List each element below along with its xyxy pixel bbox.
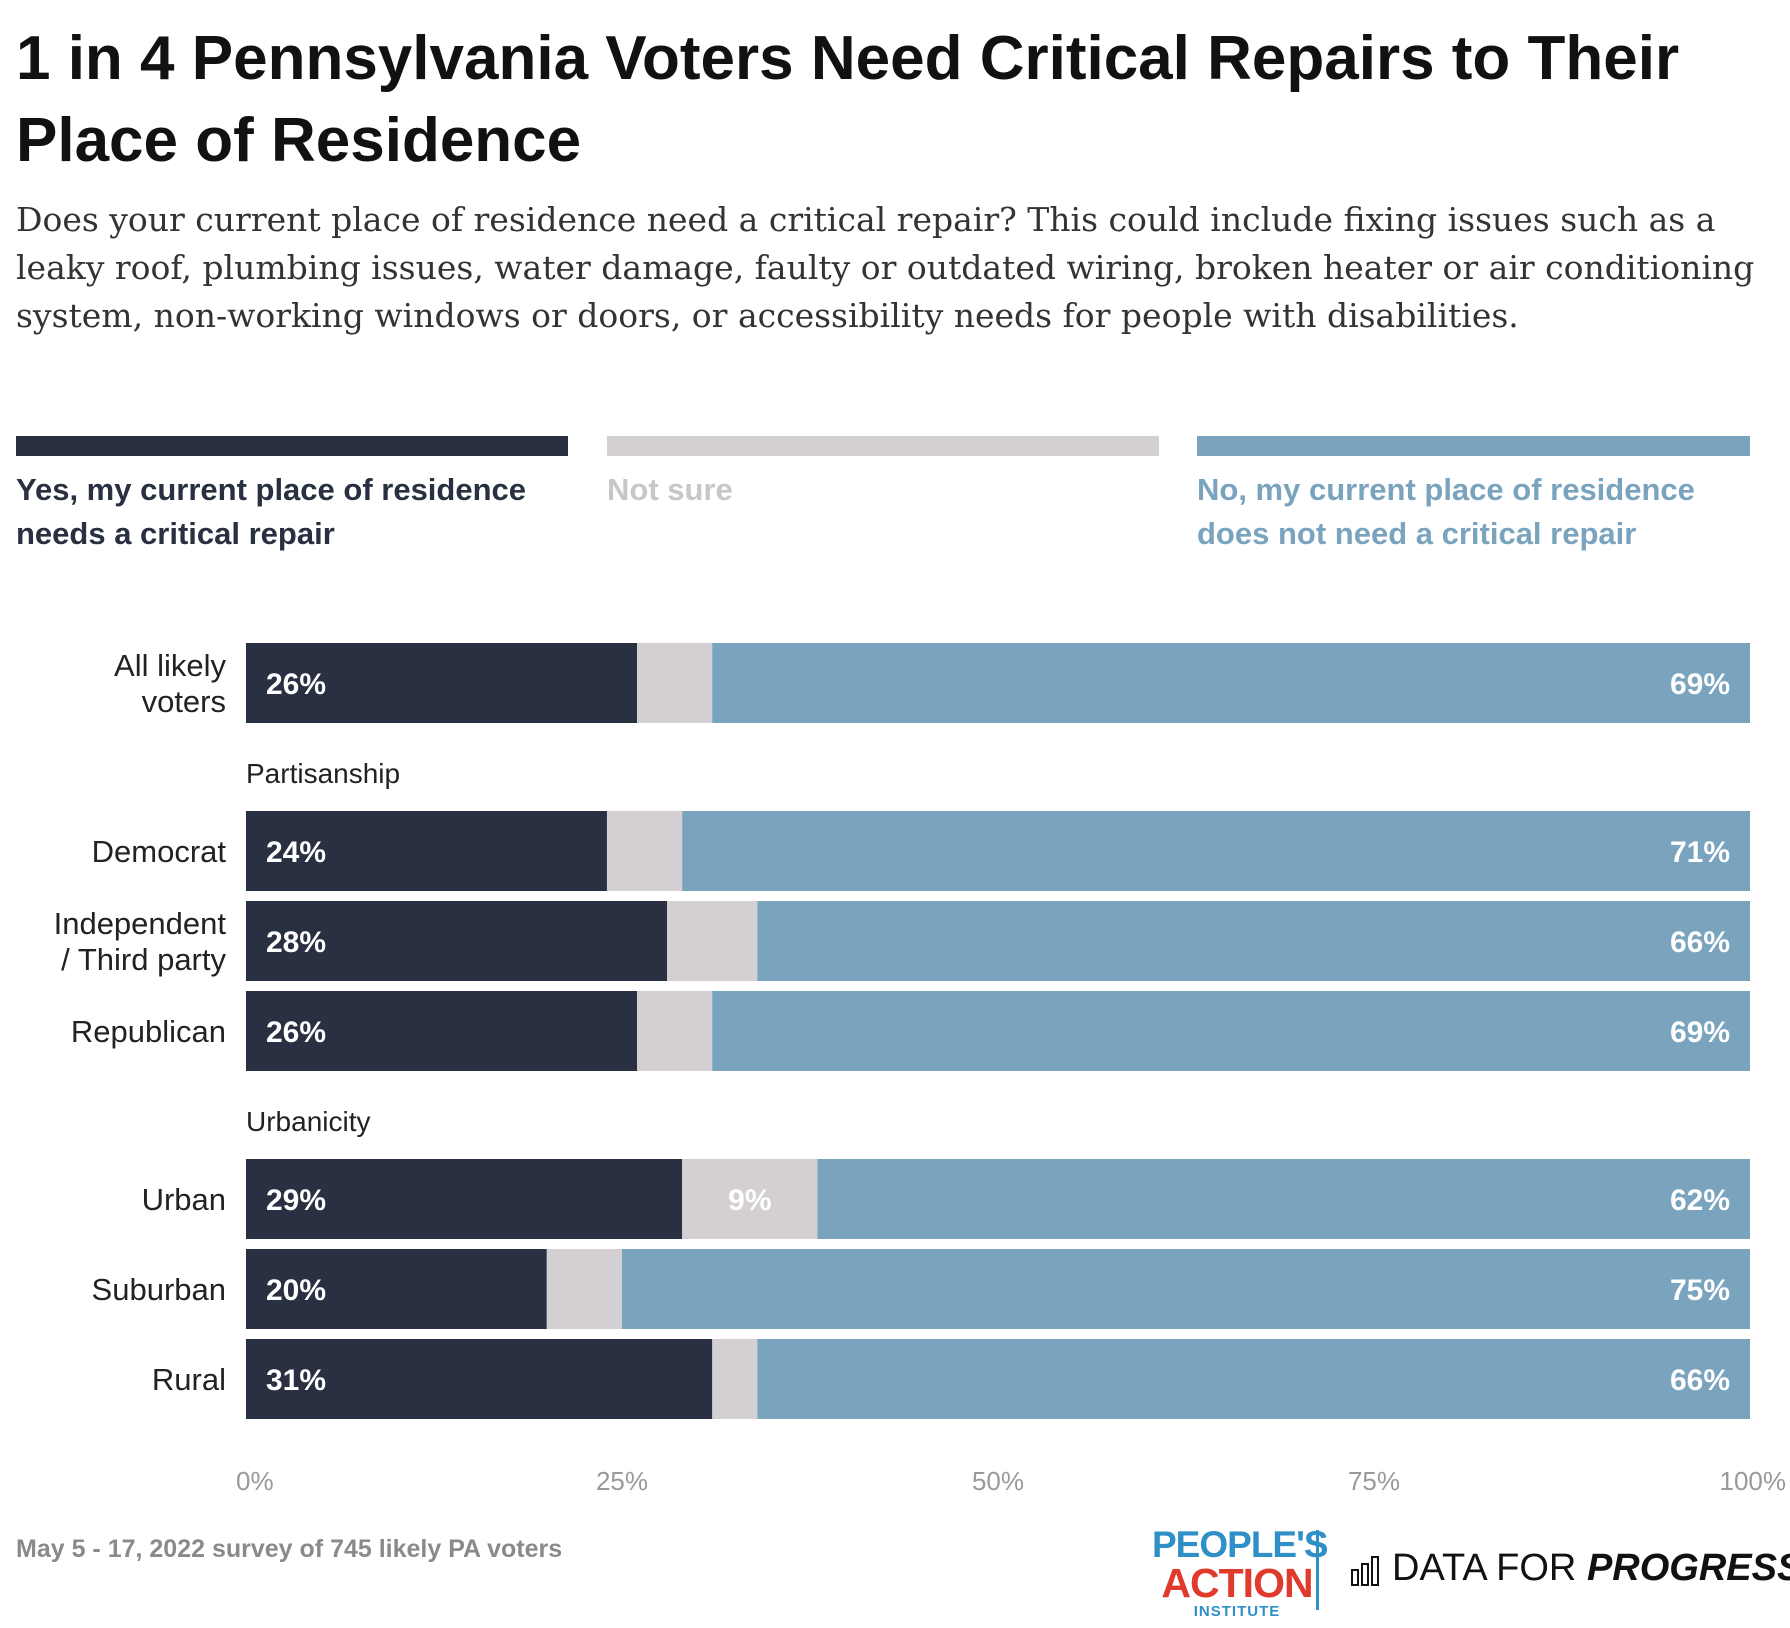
category-label: Independent xyxy=(54,906,227,941)
bar-segment-yes xyxy=(246,1339,713,1419)
data-label-no: 69% xyxy=(1670,1016,1730,1049)
dfp-logo-text: DATA FOR xyxy=(1392,1547,1587,1589)
peoples-action-logo-line1: PEOPLE'S xyxy=(1152,1524,1329,1565)
data-label-yes: 26% xyxy=(266,668,326,701)
category-label: Democrat xyxy=(92,834,227,869)
bar-segment-no xyxy=(757,1339,1750,1419)
x-tick-label: 0% xyxy=(236,1466,274,1496)
bar-segment-no xyxy=(622,1249,1750,1329)
category-label: Urban xyxy=(142,1182,226,1217)
legend-label-no: No, my current place of residence does n… xyxy=(1197,472,1695,551)
legend-item-yes: Yes, my current place of residence needs… xyxy=(16,436,568,556)
bar-segment-yes xyxy=(246,991,638,1071)
data-label-no: 69% xyxy=(1670,668,1730,701)
peoples-action-logo: PEOPLE'S ACTION INSTITUTE xyxy=(1152,1524,1329,1620)
data-label-yes: 28% xyxy=(266,926,326,959)
bar-segment-yes xyxy=(246,1159,683,1239)
data-label-no: 66% xyxy=(1670,1364,1730,1397)
data-label-no: 75% xyxy=(1670,1274,1730,1307)
survey-note: May 5 - 17, 2022 survey of 745 likely PA… xyxy=(16,1535,563,1563)
data-for-progress-logo: DATA FOR PROGRESS xyxy=(1350,1547,1790,1590)
dfp-logo-text-progress: PROGRESS xyxy=(1586,1547,1790,1589)
bar-segment-no xyxy=(817,1159,1750,1239)
bar-segment-yes xyxy=(246,811,607,891)
bar-segment-not-sure xyxy=(667,901,758,981)
category-label: All likely xyxy=(114,648,226,683)
bar-segment-not-sure xyxy=(546,1249,622,1329)
bar-segment-not-sure xyxy=(682,1159,818,1239)
bar-segment-yes xyxy=(246,901,668,981)
data-label-no: 66% xyxy=(1670,926,1730,959)
category-label: Republican xyxy=(71,1014,226,1049)
chart-subtitle: Does your current place of residence nee… xyxy=(16,200,1755,335)
data-label-no: 71% xyxy=(1670,836,1730,869)
bar-segment-no xyxy=(757,901,1750,981)
group-label-2: Urbanicity xyxy=(246,1106,370,1137)
x-tick-label: 75% xyxy=(1348,1466,1400,1496)
data-label-yes: 29% xyxy=(266,1184,326,1217)
legend-swatch-not-sure xyxy=(607,436,1159,456)
bar-segment-no xyxy=(712,991,1750,1071)
category-label: voters xyxy=(142,684,226,719)
legend-swatch-no xyxy=(1197,436,1750,456)
data-label-yes: 20% xyxy=(266,1274,326,1307)
peoples-action-logo-line2: ACTION xyxy=(1161,1560,1313,1606)
legend-swatch-yes xyxy=(16,436,568,456)
bar-segment-not-sure xyxy=(637,643,713,723)
legend-label-yes: Yes, my current place of residence needs… xyxy=(16,472,527,551)
bar-segment-no xyxy=(712,643,1750,723)
bar-segment-no xyxy=(682,811,1751,891)
chart-title: 1 in 4 Pennsylvania Voters Need Critical… xyxy=(16,24,1680,175)
logo-divider xyxy=(1316,1530,1319,1610)
data-label-no: 62% xyxy=(1670,1184,1730,1217)
data-label-not-sure: 9% xyxy=(728,1184,771,1217)
bar-segment-yes xyxy=(246,643,638,723)
group-label-1: Partisanship xyxy=(246,758,400,789)
bar-segment-not-sure xyxy=(712,1339,758,1419)
bar-chart-icon xyxy=(1351,1555,1379,1586)
x-tick-label: 25% xyxy=(596,1466,648,1496)
category-label: Rural xyxy=(152,1362,226,1397)
peoples-action-logo-line3: INSTITUTE xyxy=(1193,1603,1281,1620)
data-label-yes: 26% xyxy=(266,1016,326,1049)
category-label: Suburban xyxy=(92,1272,226,1307)
legend-item-no: No, my current place of residence does n… xyxy=(1197,436,1750,556)
data-label-yes: 24% xyxy=(266,836,326,869)
bar-segment-not-sure xyxy=(606,811,683,891)
bar-segment-yes xyxy=(246,1249,547,1329)
legend-item-not-sure: Not sure xyxy=(607,436,1159,512)
data-label-yes: 31% xyxy=(266,1364,326,1397)
x-tick-label: 100% xyxy=(1720,1466,1787,1496)
legend-label-not-sure: Not sure xyxy=(607,472,733,507)
x-tick-label: 50% xyxy=(972,1466,1024,1496)
bar-segment-not-sure xyxy=(637,991,713,1071)
category-label: / Third party xyxy=(61,942,226,977)
